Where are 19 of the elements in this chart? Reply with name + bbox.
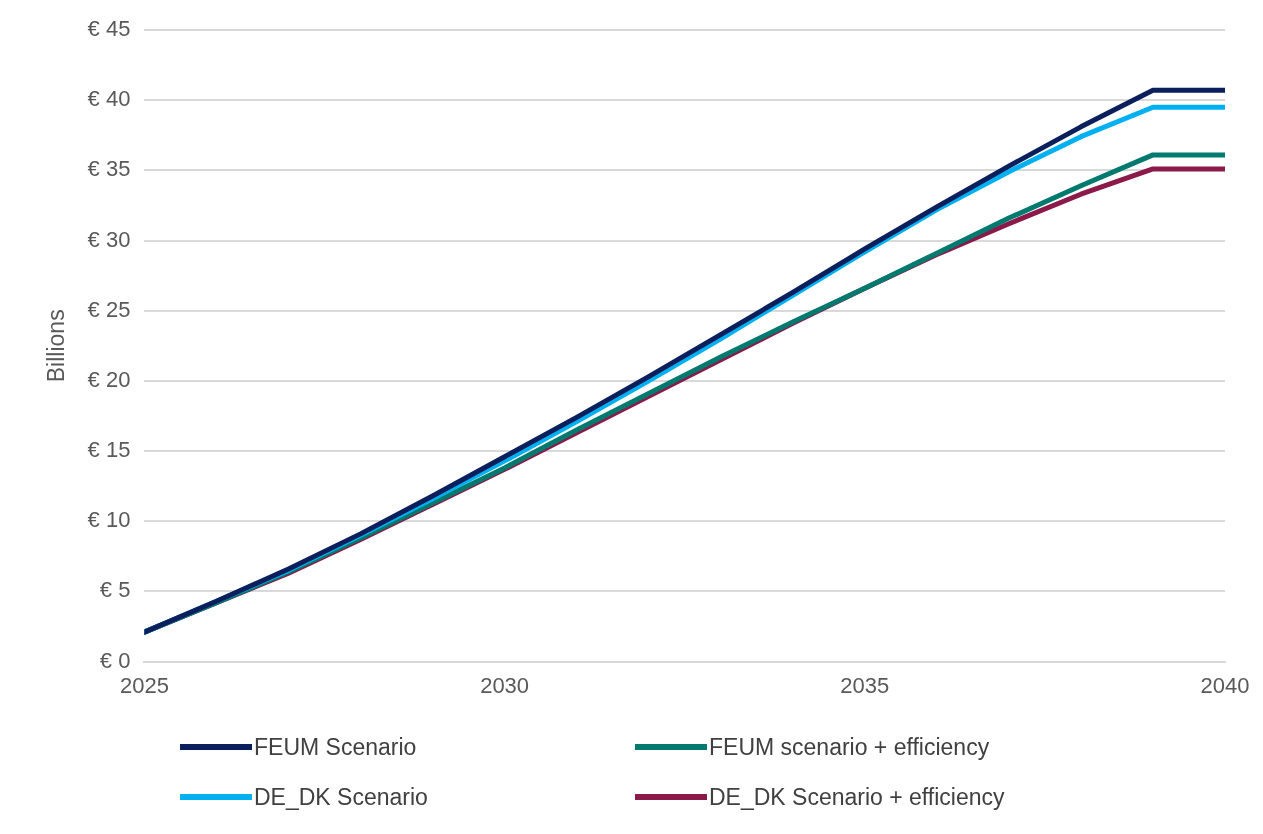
legend-label: FEUM scenario + efficiency xyxy=(709,733,990,761)
y-tick-label: € 25 xyxy=(87,296,131,322)
legend-label: DE_DK Scenario xyxy=(254,783,428,811)
y-tick-label: € 15 xyxy=(87,437,131,463)
y-tick-label: € 40 xyxy=(87,86,131,112)
y-tick-label: € 5 xyxy=(99,577,131,603)
x-tick-label: 2030 xyxy=(480,672,530,698)
x-tick-label: 2035 xyxy=(840,672,890,698)
y-tick-label: € 35 xyxy=(87,156,131,182)
legend-label: FEUM Scenario xyxy=(254,733,417,761)
y-tick-label: € 45 xyxy=(87,16,131,42)
y-tick-label: € 30 xyxy=(87,226,131,252)
legend-label: DE_DK Scenario + efficiency xyxy=(709,783,1005,811)
y-tick-label: € 10 xyxy=(87,507,131,533)
x-tick-label: 2025 xyxy=(119,672,169,698)
y-tick-label: € 20 xyxy=(87,366,131,392)
x-tick-label: 2040 xyxy=(1200,672,1250,698)
y-axis-title: Billions xyxy=(43,309,70,383)
y-tick-label: € 0 xyxy=(99,647,131,673)
